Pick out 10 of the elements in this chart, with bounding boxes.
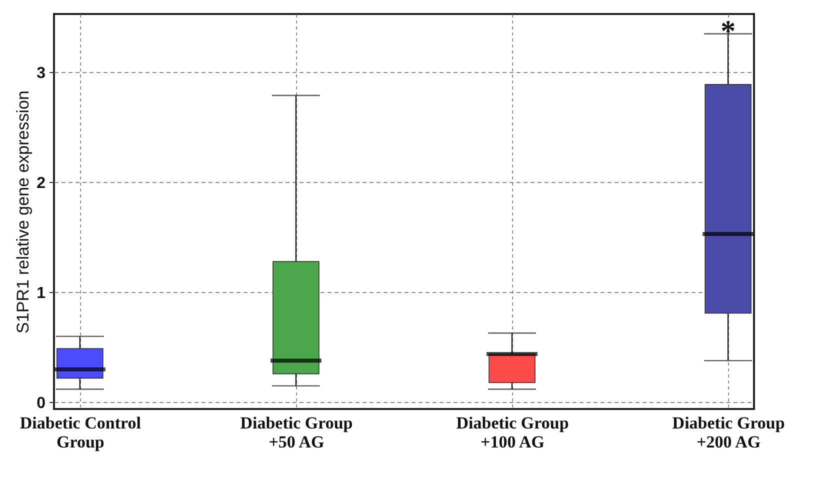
y-tick-label: 2 (36, 174, 46, 192)
x-tick-label: Diabetic Control Group (20, 414, 142, 452)
y-tick-label: 3 (36, 64, 46, 82)
x-tick-label: Diabetic Group +200 AG (672, 414, 785, 452)
x-tick-label: Diabetic Group +50 AG (240, 414, 353, 452)
x-tick-label: Diabetic Group +100 AG (456, 414, 569, 452)
y-tick-label: 0 (36, 394, 46, 412)
y-axis-title: S1PR1 relative gene expression (14, 90, 33, 334)
y-tick-label: 1 (36, 284, 46, 302)
annotation: * (720, 15, 736, 48)
